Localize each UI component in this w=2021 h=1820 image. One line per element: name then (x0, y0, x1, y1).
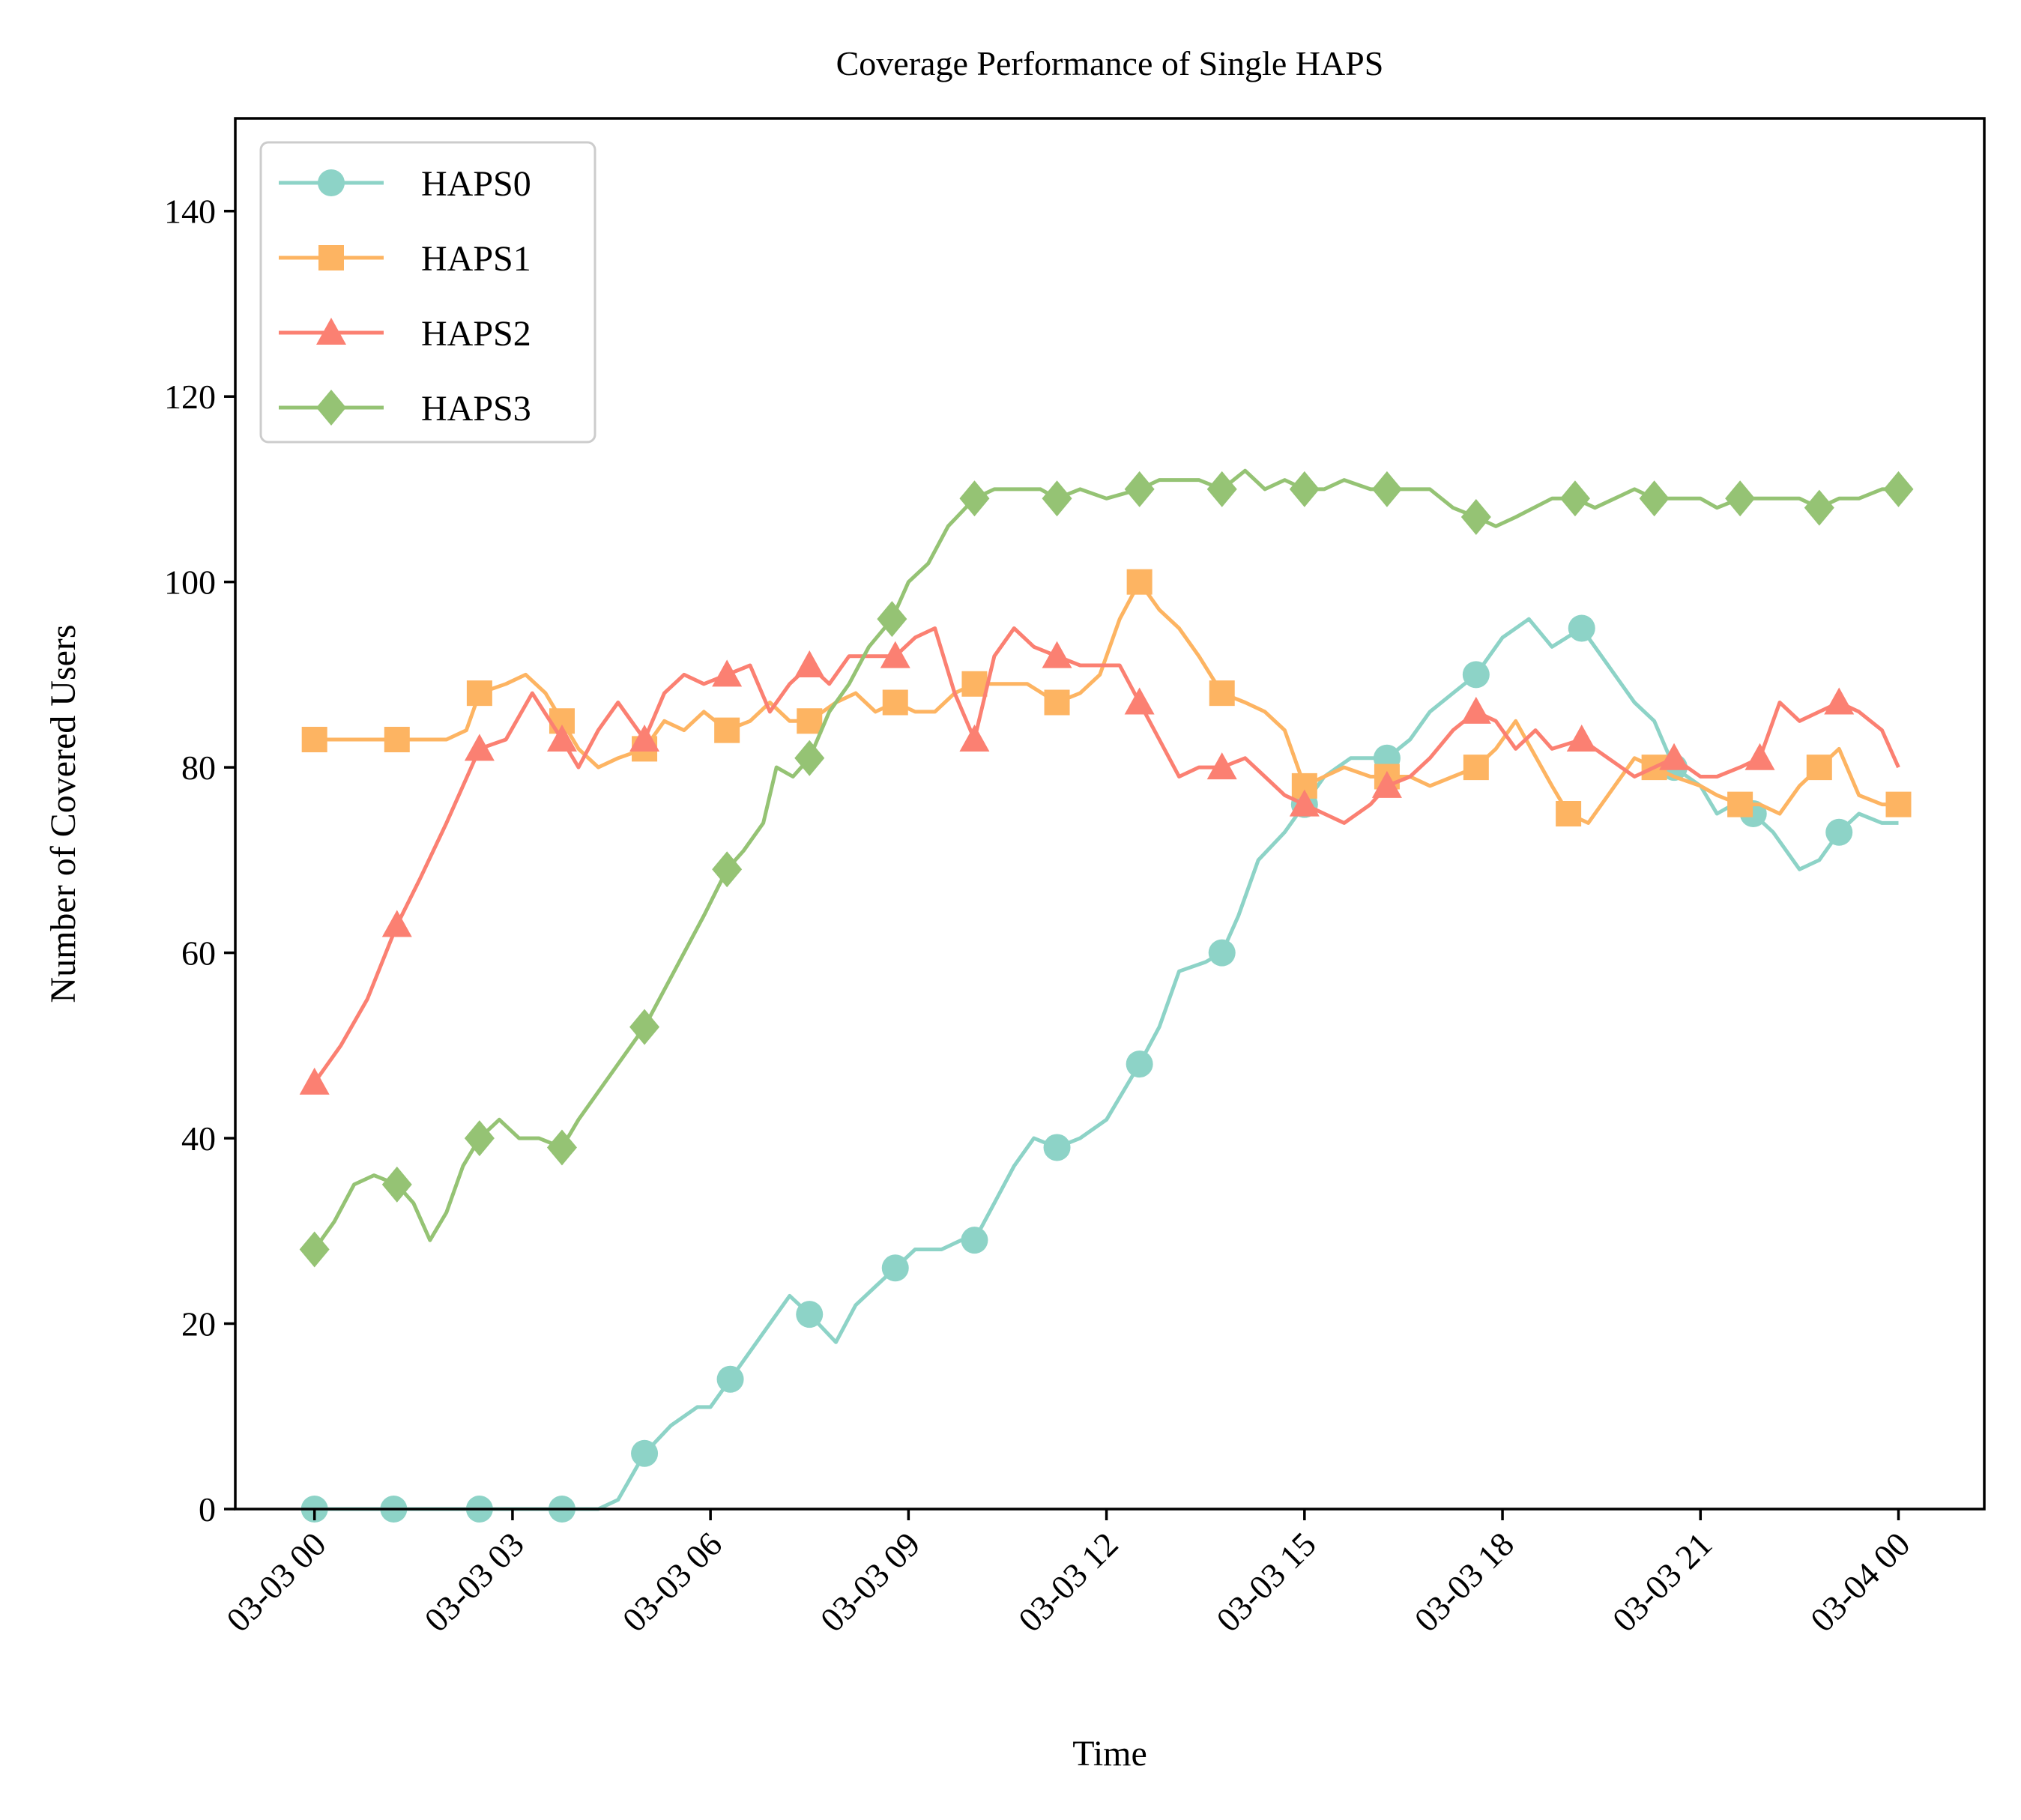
data-point (794, 650, 825, 678)
legend-marker (318, 169, 345, 196)
data-point (301, 727, 327, 753)
y-tick-label: 0 (199, 1490, 216, 1529)
data-point (714, 717, 740, 743)
data-point (1462, 661, 1490, 689)
series-layer (299, 468, 1914, 1523)
data-point (464, 734, 495, 761)
data-point (1206, 752, 1237, 780)
data-point (1824, 687, 1855, 715)
legend-box (259, 141, 596, 444)
y-tick-label: 20 (181, 1305, 216, 1343)
series-line (312, 626, 1900, 1084)
data-point (384, 727, 410, 753)
legend-label: HAPS3 (421, 389, 531, 429)
y-tick-label: 40 (181, 1119, 216, 1158)
data-point (381, 1166, 412, 1203)
data-point (631, 1439, 659, 1467)
legend-marker (316, 318, 346, 345)
data-point (961, 1227, 988, 1254)
data-point (629, 1009, 660, 1045)
data-point (1639, 480, 1670, 517)
data-point (546, 725, 577, 752)
y-tick-label: 100 (164, 563, 216, 602)
data-point (1460, 696, 1491, 724)
data-point (1124, 687, 1155, 715)
y-tick-label: 80 (181, 749, 216, 787)
data-point (1725, 480, 1756, 517)
data-point (880, 641, 910, 668)
legend-label: HAPS1 (421, 239, 531, 279)
data-point (1463, 755, 1489, 781)
data-point (881, 1254, 909, 1282)
data-point (629, 725, 660, 752)
data-point (716, 1365, 744, 1393)
series-haps2 (299, 626, 1900, 1095)
data-point (959, 725, 990, 752)
data-point (464, 1120, 495, 1157)
legend-entry: HAPS2 (279, 314, 531, 354)
y-axis: 0 20 40 60 80 100 120 140 (164, 193, 235, 1529)
legend-entry: HAPS3 (279, 389, 531, 429)
data-point (882, 689, 908, 716)
data-point (1043, 1134, 1071, 1161)
data-point (1126, 1050, 1153, 1078)
data-point (1568, 614, 1595, 642)
data-point (1460, 499, 1491, 536)
data-point (1885, 791, 1912, 817)
data-point (1126, 569, 1153, 595)
data-point (1124, 471, 1155, 507)
data-point (1744, 743, 1775, 770)
data-point (712, 851, 743, 888)
data-point (1556, 801, 1582, 826)
chart-title: Coverage Performance of Single HAPS (836, 44, 1384, 82)
legend-entry: HAPS1 (279, 239, 531, 279)
data-point (1209, 680, 1235, 707)
data-point (1044, 689, 1070, 716)
data-point (1289, 789, 1320, 817)
data-point (299, 1067, 330, 1095)
data-point (794, 740, 825, 776)
data-point (1042, 641, 1072, 668)
data-point (1371, 471, 1402, 507)
data-point (466, 680, 492, 707)
data-point (546, 1129, 577, 1166)
y-tick-label: 140 (164, 193, 216, 231)
data-point (1883, 471, 1914, 507)
x-axis-label: Time (1072, 1734, 1147, 1774)
data-point (1727, 791, 1753, 817)
data-point (1559, 480, 1590, 517)
y-axis-label: Number of Covered Users (43, 624, 83, 1003)
legend-marker (316, 390, 346, 426)
plot-frame (234, 117, 1986, 1511)
data-point (381, 910, 412, 937)
data-point (1566, 725, 1597, 752)
data-point (877, 601, 907, 638)
data-point (961, 671, 988, 697)
legend-marker (318, 245, 344, 270)
legend-entry: HAPS0 (279, 164, 531, 204)
y-tick-label: 60 (181, 934, 216, 973)
data-point (299, 1231, 330, 1268)
data-point (1825, 818, 1853, 846)
data-point (1804, 489, 1834, 526)
series-haps3 (299, 468, 1914, 1268)
legend: HAPS0 HAPS1 HAPS2 HAPS3 (259, 141, 596, 444)
data-point (959, 480, 990, 517)
legend-label: HAPS0 (421, 164, 531, 204)
data-point (1208, 939, 1236, 967)
data-point (796, 1301, 824, 1328)
data-point (1659, 743, 1690, 770)
data-point (1371, 770, 1402, 798)
data-point (797, 708, 823, 734)
y-tick-label: 120 (164, 378, 216, 416)
data-point (1206, 471, 1237, 507)
data-point (1806, 755, 1832, 781)
data-point (1042, 480, 1072, 517)
legend-label: HAPS2 (421, 314, 531, 354)
data-point (712, 659, 743, 687)
data-point (1289, 471, 1320, 507)
